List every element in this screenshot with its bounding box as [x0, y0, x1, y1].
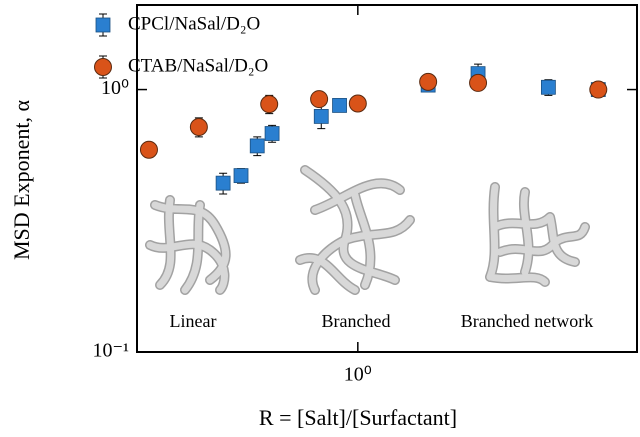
data-point — [260, 95, 279, 114]
data-point — [310, 90, 329, 109]
annotation: Branched — [322, 311, 391, 331]
data-point — [139, 140, 158, 159]
data-point — [189, 118, 208, 137]
y-tick-label: 10⁻¹ — [92, 340, 129, 362]
data-point — [589, 80, 608, 99]
data-point — [233, 168, 249, 184]
legend-symbol — [95, 17, 111, 33]
plot-frame — [136, 4, 638, 353]
legend-label: CTAB/NaSal/D₂O — [128, 55, 268, 76]
data-point — [540, 79, 556, 95]
legend-symbol — [94, 58, 112, 76]
data-point — [264, 126, 280, 141]
data-point — [249, 138, 265, 154]
data-point — [469, 73, 488, 92]
annotation: Linear — [170, 311, 217, 331]
data-point — [313, 109, 329, 124]
x-tick-label: 10⁰ — [344, 364, 372, 386]
y-tick-label: 10⁰ — [101, 77, 129, 99]
data-point — [215, 175, 231, 191]
y-axis-label: MSD Exponent, α — [9, 100, 34, 261]
data-point — [419, 72, 438, 91]
legend-label: CPCl/NaSal/D₂O — [128, 13, 260, 34]
annotation: Branched network — [461, 311, 593, 331]
data-point — [332, 98, 347, 113]
data-point — [348, 94, 367, 113]
micelle-illustrations — [145, 165, 590, 295]
x-axis-label: R = [Salt]/[Surfactant] — [259, 405, 457, 430]
